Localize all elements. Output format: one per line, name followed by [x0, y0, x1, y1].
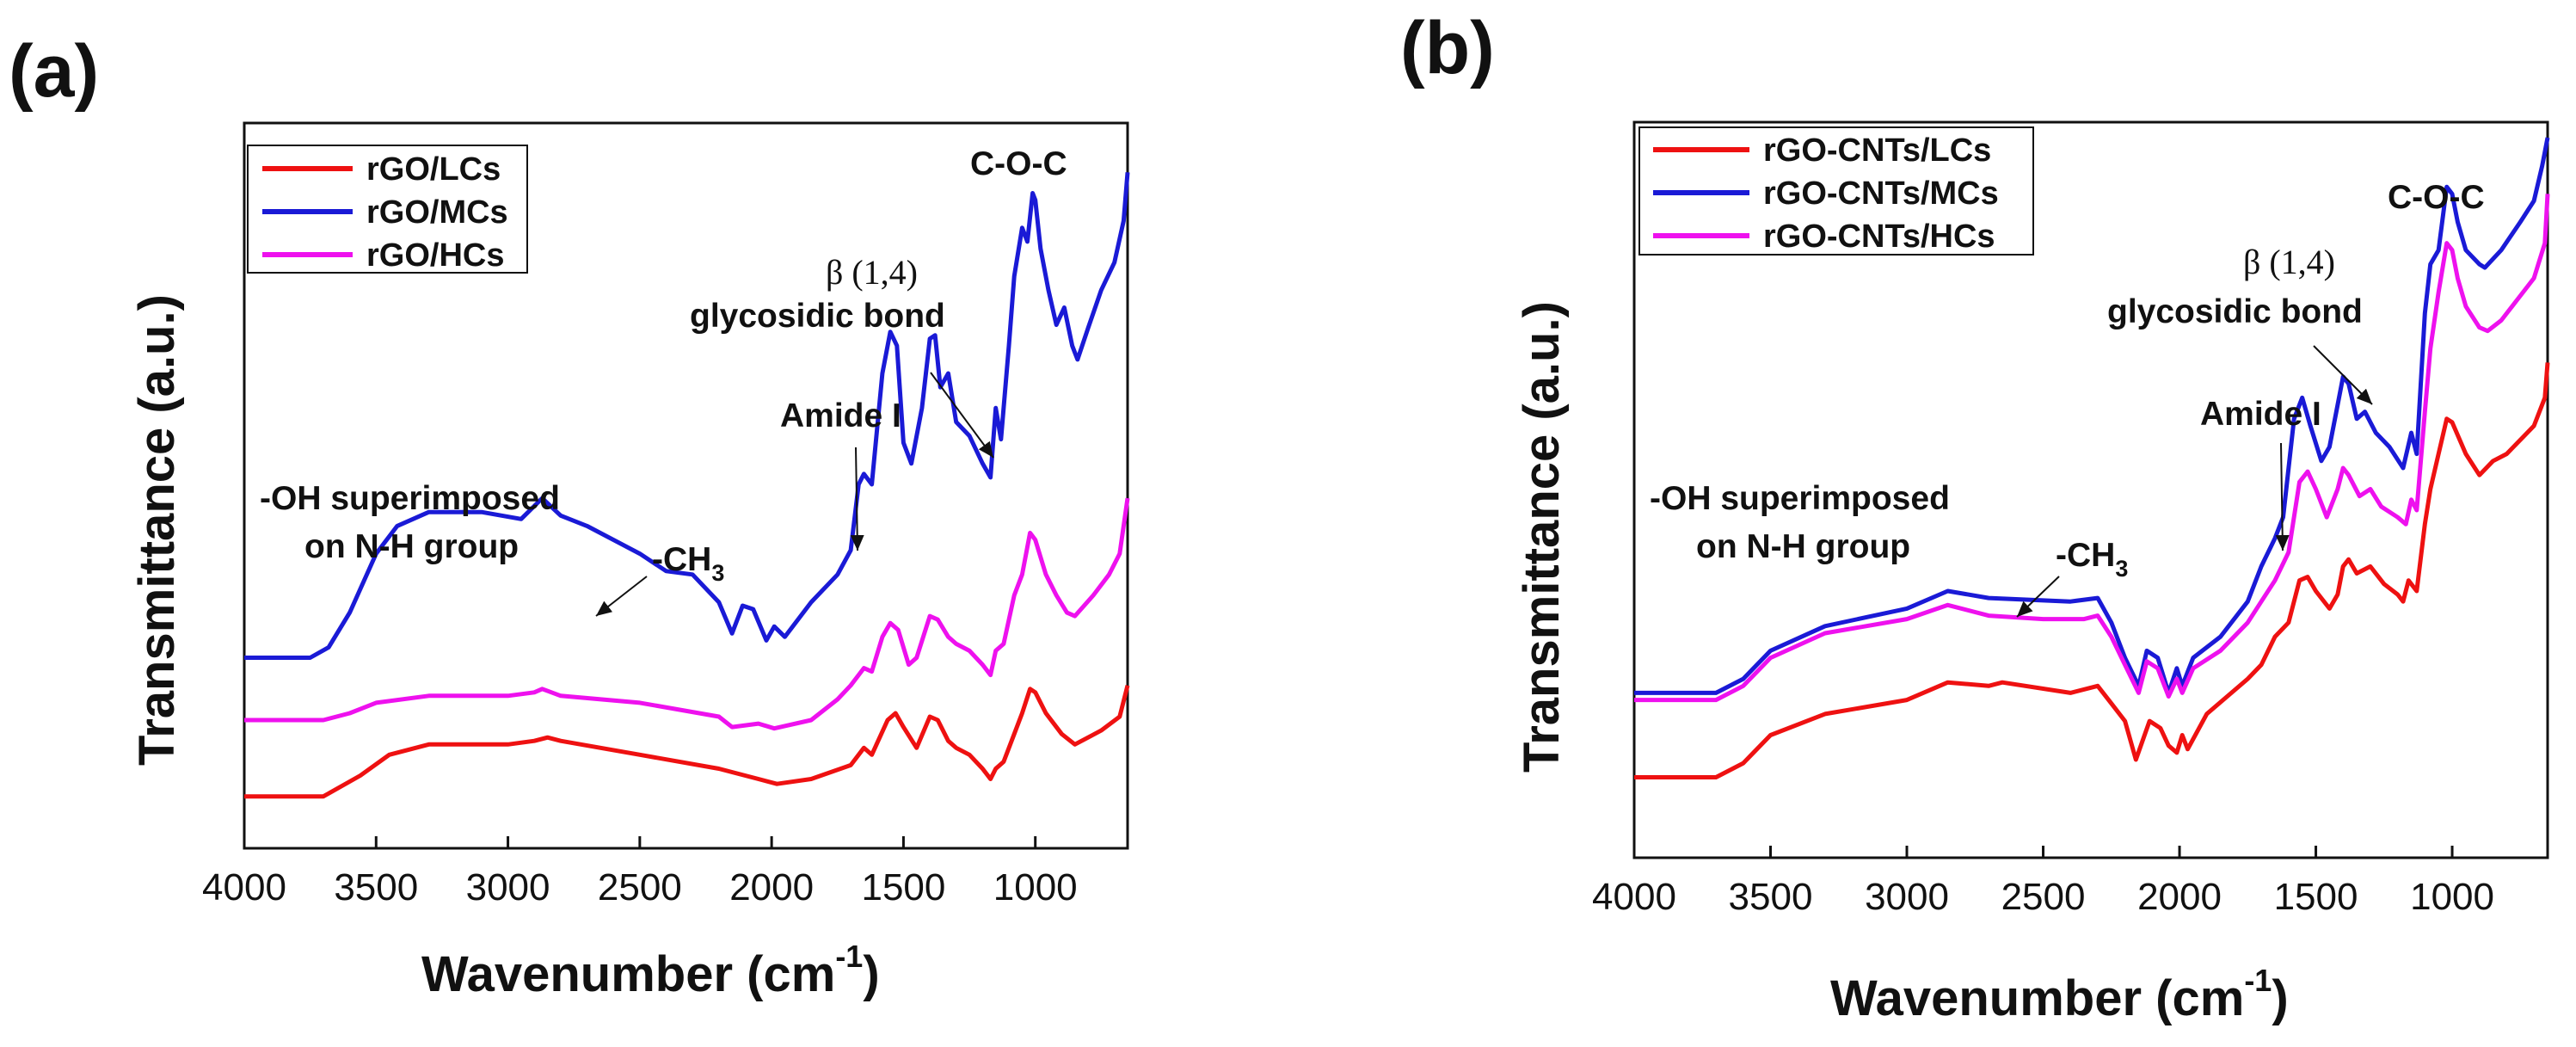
panel-a-x-axis-title: Wavenumber (cm-1)	[421, 939, 880, 1002]
panel-b-annotation-oh-line2: on N-H group	[1696, 528, 1910, 565]
panel-a-x-tick-label-2000: 2000	[729, 866, 814, 908]
panel-b-x-tick-label-4000: 4000	[1592, 876, 1676, 918]
panel-b-tag: (b)	[1400, 7, 1495, 89]
panel-a-x-tick-label-3000: 3000	[466, 866, 550, 908]
panel-a-series-rgo-mcs	[244, 172, 1130, 660]
panel-b-x-tick-label-2000: 2000	[2137, 876, 2222, 918]
legend-label-rgo-lcs: rGO/LCs	[366, 151, 501, 188]
panel-b-x-ticks: 4000 3500 3000 2500 2000 1500 1000	[1592, 846, 2494, 918]
panel-a-arrow-ch3	[595, 576, 648, 617]
panel-b-series-group	[1634, 137, 2550, 779]
legend-label-rgo-cnts-lcs: rGO-CNTs/LCs	[1763, 132, 1991, 169]
panel-a: (a) 4000 3500 3000 2500 2000 1500 1000 Wavenum…	[9, 30, 1130, 1002]
panel-b-annotation-ch3: -CH3	[2056, 537, 2128, 582]
panel-b-x-tick-label-3500: 3500	[1729, 876, 1813, 918]
panel-b-annotation-amide: Amide I	[2200, 396, 2321, 433]
panel-a-plot-frame	[243, 121, 1129, 850]
panel-b-arrow-amide	[2275, 442, 2290, 551]
panel-a-x-tick-label-2500: 2500	[598, 866, 682, 908]
panel-b-legend: rGO-CNTs/LCs rGO-CNTs/MCs rGO-CNTs/HCs	[1638, 126, 2034, 256]
legend-label-rgo-cnts-mcs: rGO-CNTs/MCs	[1763, 176, 1999, 212]
panel-b-x-tick-label-1500: 1500	[2274, 876, 2358, 918]
legend-label-rgo-mcs: rGO/MCs	[366, 194, 508, 231]
panel-b-annotation-coc: C-O-C	[2388, 179, 2485, 216]
panel-b-series-rgo-cnts-hcs	[1634, 194, 2550, 703]
panel-b-annotation-glycosidic: glycosidic bond	[2107, 293, 2363, 330]
panel-a-annotation-coc: C-O-C	[970, 145, 1067, 182]
panel-b-arrow-glycosidic	[2313, 345, 2373, 405]
panel-a-series-rgo-lcs	[244, 685, 1130, 799]
panel-a-x-ticks: 4000 3500 3000 2500 2000 1500 1000	[202, 836, 1078, 908]
panel-b: (b) 4000 3500 3000 2500 2000 1500 1000 Wavenum…	[1400, 7, 2550, 1026]
panel-a-x-tick-label-3500: 3500	[334, 866, 418, 908]
panel-b-x-tick-label-1000: 1000	[2410, 876, 2494, 918]
panel-b-series-rgo-cnts-lcs	[1634, 362, 2550, 779]
panel-a-arrow-amide	[850, 447, 864, 551]
legend-label-rgo-cnts-hcs: rGO-CNTs/HCs	[1763, 219, 1995, 255]
panel-a-y-axis-title: Transmittance (a.u.)	[129, 294, 185, 766]
panel-a-annotation-oh-line1: -OH superimposed	[260, 480, 560, 517]
panel-a-tag: (a)	[9, 30, 99, 113]
panel-a-x-tick-label-4000: 4000	[202, 866, 286, 908]
panel-b-plot-frame	[1632, 120, 2549, 859]
panel-b-x-tick-label-2500: 2500	[2001, 876, 2086, 918]
panel-b-annotation-beta: β (1,4)	[2243, 243, 2335, 281]
panel-a-x-tick-label-1000: 1000	[993, 866, 1078, 908]
panel-b-x-tick-label-3000: 3000	[1865, 876, 1949, 918]
panel-a-series-rgo-hcs	[244, 497, 1130, 731]
panel-a-arrow-glycosidic	[930, 372, 994, 459]
panel-a-annotation-oh-line2: on N-H group	[304, 528, 519, 565]
panel-b-x-axis-title: Wavenumber (cm-1)	[1830, 963, 2289, 1026]
panel-a-annotation-ch3: -CH3	[652, 541, 724, 586]
legend-label-rgo-hcs: rGO/HCs	[366, 237, 504, 274]
panel-a-annotation-glycosidic: glycosidic bond	[690, 298, 945, 335]
panel-b-arrow-ch3	[2016, 576, 2060, 618]
panel-b-y-axis-title: Transmittance (a.u.)	[1514, 301, 1570, 773]
panel-a-series-group	[244, 172, 1130, 799]
panel-a-annotation-amide: Amide I	[780, 397, 901, 434]
panel-b-series-rgo-cnts-mcs	[1634, 137, 2550, 695]
panel-a-legend: rGO/LCs rGO/MCs rGO/HCs	[247, 145, 528, 274]
panel-a-x-tick-label-1500: 1500	[861, 866, 945, 908]
panel-b-annotation-oh-line1: -OH superimposed	[1650, 480, 1950, 517]
panel-a-annotation-beta: β (1,4)	[826, 253, 918, 292]
